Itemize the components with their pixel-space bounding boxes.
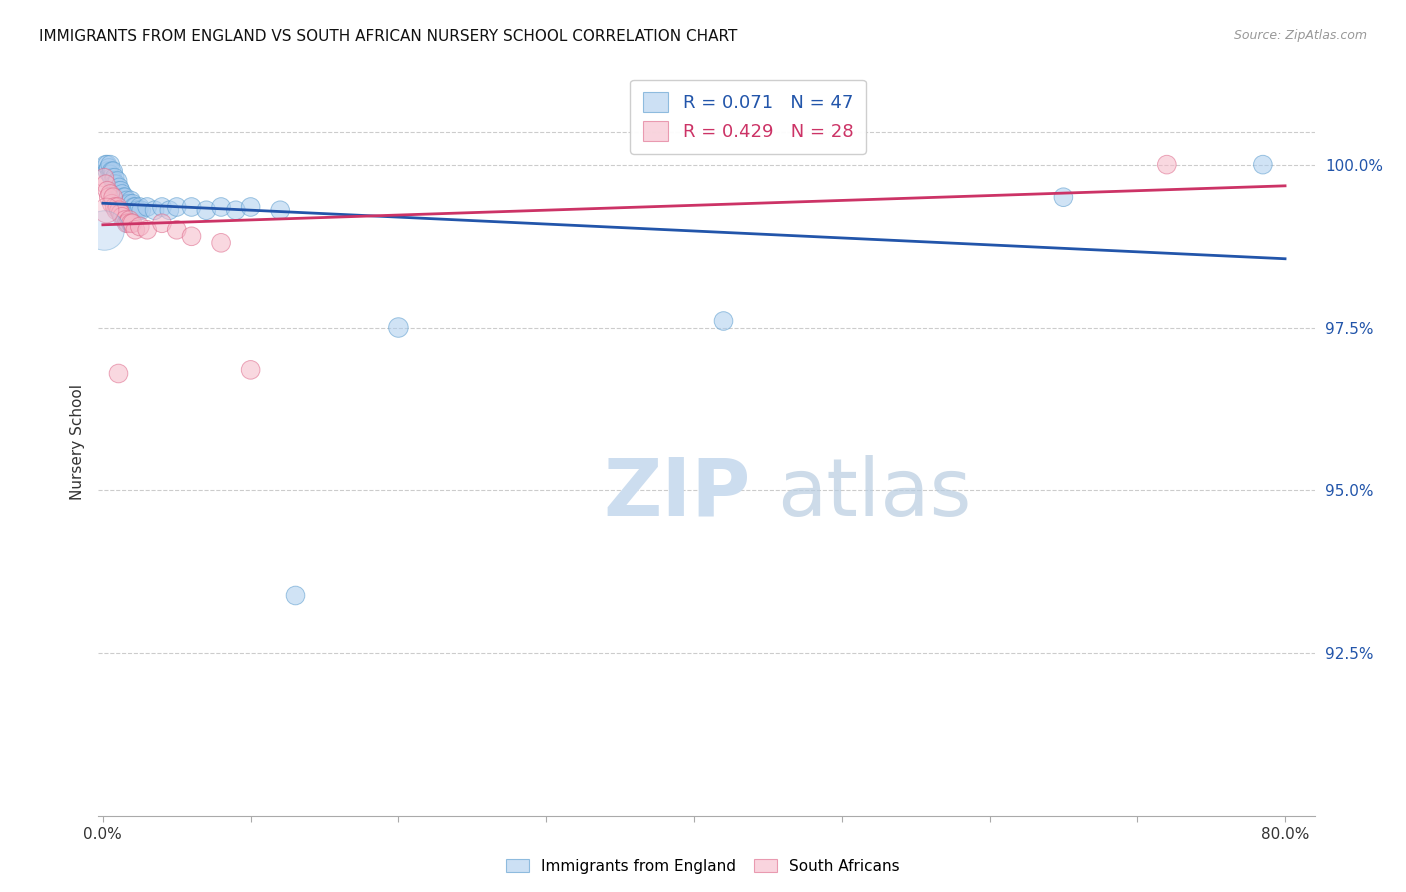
Point: [129, 203, 152, 218]
Point: [125, 203, 148, 218]
Point: [124, 223, 146, 237]
Point: [93, 223, 115, 237]
Point: [111, 186, 134, 201]
Point: [96, 184, 118, 198]
Point: [143, 203, 166, 218]
Point: [107, 184, 129, 198]
Point: [100, 164, 122, 178]
Point: [122, 200, 145, 214]
Point: [107, 174, 129, 188]
Legend: R = 0.071   N = 47, R = 0.429   N = 28: R = 0.071 N = 47, R = 0.429 N = 28: [630, 79, 866, 153]
Point: [180, 200, 202, 214]
Point: [93, 170, 115, 185]
Point: [284, 588, 307, 602]
Point: [136, 200, 159, 214]
Text: atlas: atlas: [778, 455, 972, 533]
Point: [98, 158, 121, 172]
Point: [239, 363, 262, 377]
Point: [120, 194, 142, 208]
Point: [114, 190, 136, 204]
Point: [114, 213, 136, 227]
Y-axis label: Nursery School: Nursery School: [69, 384, 84, 500]
Point: [150, 216, 173, 230]
Point: [107, 366, 129, 380]
Point: [98, 168, 121, 182]
Point: [269, 203, 291, 218]
Point: [108, 203, 131, 218]
Point: [117, 196, 139, 211]
Point: [1156, 158, 1178, 172]
Text: ZIP: ZIP: [603, 455, 751, 533]
Point: [713, 314, 735, 328]
Point: [103, 190, 125, 204]
Point: [100, 170, 122, 185]
Point: [100, 196, 122, 211]
Point: [96, 158, 118, 172]
Point: [128, 219, 150, 234]
Text: Source: ZipAtlas.com: Source: ZipAtlas.com: [1233, 29, 1367, 43]
Point: [112, 190, 135, 204]
Point: [110, 206, 132, 220]
Point: [166, 223, 188, 237]
Point: [150, 200, 173, 214]
Point: [94, 158, 117, 172]
Point: [108, 180, 131, 194]
Point: [128, 200, 150, 214]
Point: [225, 203, 247, 218]
Point: [120, 216, 142, 230]
Point: [117, 216, 139, 230]
Point: [121, 196, 143, 211]
Point: [105, 177, 128, 191]
Point: [97, 190, 120, 204]
Point: [105, 203, 128, 218]
Point: [107, 200, 129, 214]
Point: [1251, 158, 1274, 172]
Point: [127, 203, 149, 218]
Point: [1052, 190, 1074, 204]
Point: [96, 164, 118, 178]
Point: [121, 216, 143, 230]
Point: [104, 200, 127, 214]
Point: [115, 194, 138, 208]
Point: [103, 174, 125, 188]
Point: [110, 184, 132, 198]
Point: [103, 164, 125, 178]
Point: [104, 170, 127, 185]
Point: [104, 177, 127, 191]
Point: [118, 213, 141, 227]
Point: [98, 186, 121, 201]
Point: [157, 203, 180, 218]
Point: [239, 200, 262, 214]
Point: [94, 203, 117, 218]
Point: [94, 177, 117, 191]
Point: [180, 229, 202, 244]
Point: [118, 196, 141, 211]
Point: [124, 200, 146, 214]
Point: [115, 216, 138, 230]
Point: [195, 203, 218, 218]
Point: [387, 320, 409, 334]
Point: [111, 210, 134, 224]
Legend: Immigrants from England, South Africans: Immigrants from England, South Africans: [499, 853, 907, 880]
Point: [166, 200, 188, 214]
Text: IMMIGRANTS FROM ENGLAND VS SOUTH AFRICAN NURSERY SCHOOL CORRELATION CHART: IMMIGRANTS FROM ENGLAND VS SOUTH AFRICAN…: [39, 29, 738, 45]
Point: [209, 200, 232, 214]
Point: [97, 161, 120, 175]
Point: [136, 223, 159, 237]
Point: [209, 235, 232, 250]
